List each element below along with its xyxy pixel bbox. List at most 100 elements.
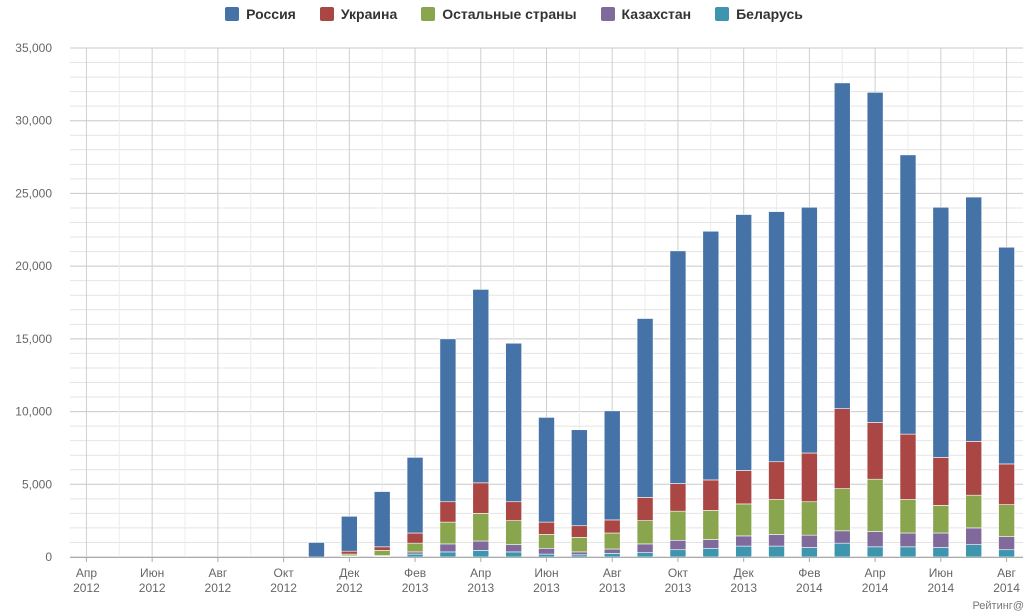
bar-segment-1[interactable] xyxy=(505,544,522,553)
bar-segment-2[interactable] xyxy=(965,494,983,529)
bar-segment-4[interactable] xyxy=(998,246,1015,465)
bar-segment-1[interactable] xyxy=(538,547,555,555)
bar-segment-4[interactable] xyxy=(373,491,391,548)
bar-segment-3[interactable] xyxy=(472,482,490,514)
bar-segment-1[interactable] xyxy=(735,535,752,547)
bar-segment-4[interactable] xyxy=(735,214,752,471)
bar-segment-2[interactable] xyxy=(636,520,654,545)
bar-segment-4[interactable] xyxy=(932,206,950,458)
bar-segment-1[interactable] xyxy=(636,543,654,553)
bar-segment-1[interactable] xyxy=(998,536,1015,551)
bar-segment-2[interactable] xyxy=(439,521,457,545)
bar-segment-0[interactable] xyxy=(702,547,720,558)
bar-segment-2[interactable] xyxy=(538,534,555,549)
bar-segment-3[interactable] xyxy=(505,501,522,521)
bar-segment-1[interactable] xyxy=(702,539,720,549)
bar-segment-0[interactable] xyxy=(833,542,851,558)
bar-segment-3[interactable] xyxy=(965,441,983,496)
bar-segment-3[interactable] xyxy=(406,532,424,544)
bar-segment-4[interactable] xyxy=(571,429,588,527)
bar-segment-0[interactable] xyxy=(538,553,555,558)
bar-segment-1[interactable] xyxy=(833,530,851,544)
bar-segment-3[interactable] xyxy=(669,483,687,512)
bar-segment-3[interactable] xyxy=(932,457,950,506)
legend-item-belarus[interactable]: Беларусь xyxy=(715,6,803,22)
bar-segment-2[interactable] xyxy=(998,504,1015,537)
bar-segment-4[interactable] xyxy=(308,542,325,558)
bar-segment-3[interactable] xyxy=(866,422,884,480)
bar-segment-4[interactable] xyxy=(406,457,424,534)
bar-segment-2[interactable] xyxy=(932,505,950,534)
bar-segment-4[interactable] xyxy=(472,289,490,484)
bar-segment-2[interactable] xyxy=(571,537,588,553)
bar-segment-0[interactable] xyxy=(505,551,522,558)
bar-segment-3[interactable] xyxy=(702,479,720,511)
bar-segment-4[interactable] xyxy=(669,250,687,484)
bar-segment-2[interactable] xyxy=(373,550,391,556)
bar-segment-1[interactable] xyxy=(932,532,950,548)
bar-segment-2[interactable] xyxy=(899,499,917,534)
bar-segment-0[interactable] xyxy=(998,549,1015,558)
bar-segment-4[interactable] xyxy=(833,82,851,409)
bar-segment-4[interactable] xyxy=(801,206,818,454)
bar-segment-3[interactable] xyxy=(998,463,1015,505)
bar-segment-1[interactable] xyxy=(965,527,983,545)
bar-segment-3[interactable] xyxy=(538,521,555,535)
bar-segment-4[interactable] xyxy=(702,230,720,481)
bar-segment-0[interactable] xyxy=(571,554,588,558)
bar-segment-2[interactable] xyxy=(505,520,522,545)
bar-segment-3[interactable] xyxy=(439,501,457,523)
bar-segment-3[interactable] xyxy=(373,546,391,551)
legend-item-other-countries[interactable]: Остальные страны xyxy=(421,6,577,22)
bar-segment-4[interactable] xyxy=(899,154,917,435)
bar-segment-3[interactable] xyxy=(636,497,654,521)
bar-segment-0[interactable] xyxy=(636,552,654,558)
bar-segment-1[interactable] xyxy=(571,551,588,556)
bar-segment-1[interactable] xyxy=(669,539,687,551)
bar-segment-3[interactable] xyxy=(833,408,851,489)
bar-segment-0[interactable] xyxy=(768,545,785,558)
bar-segment-1[interactable] xyxy=(406,551,424,555)
bar-segment-1[interactable] xyxy=(439,543,457,553)
bar-segment-0[interactable] xyxy=(965,544,983,558)
bar-segment-0[interactable] xyxy=(932,547,950,558)
bar-segment-3[interactable] xyxy=(735,470,752,505)
bar-segment-4[interactable] xyxy=(866,92,884,423)
bar-segment-2[interactable] xyxy=(768,499,785,535)
bar-segment-4[interactable] xyxy=(965,196,983,442)
bar-segment-3[interactable] xyxy=(603,519,621,534)
bar-segment-4[interactable] xyxy=(505,342,522,503)
bar-segment-0[interactable] xyxy=(669,549,687,558)
bar-segment-2[interactable] xyxy=(406,542,424,553)
bar-segment-0[interactable] xyxy=(406,553,424,558)
bar-segment-2[interactable] xyxy=(669,510,687,541)
bar-segment-0[interactable] xyxy=(603,553,621,558)
bar-segment-3[interactable] xyxy=(571,525,588,538)
bar-segment-0[interactable] xyxy=(866,546,884,558)
bar-segment-4[interactable] xyxy=(439,338,457,503)
bar-segment-0[interactable] xyxy=(735,545,752,558)
bar-segment-0[interactable] xyxy=(439,551,457,558)
bar-segment-2[interactable] xyxy=(702,510,720,540)
legend-item-russia[interactable]: Россия xyxy=(225,6,296,22)
bar-segment-2[interactable] xyxy=(472,513,490,542)
bar-segment-1[interactable] xyxy=(603,548,621,554)
bar-segment-2[interactable] xyxy=(801,501,818,536)
bar-segment-4[interactable] xyxy=(603,410,621,521)
bar-segment-3[interactable] xyxy=(899,433,917,500)
bar-segment-3[interactable] xyxy=(801,452,818,503)
bar-segment-4[interactable] xyxy=(538,417,555,523)
bar-segment-1[interactable] xyxy=(801,534,818,548)
bar-segment-0[interactable] xyxy=(801,547,818,558)
bar-segment-1[interactable] xyxy=(866,531,884,548)
bar-segment-1[interactable] xyxy=(472,540,490,551)
bar-segment-0[interactable] xyxy=(472,550,490,558)
bar-segment-4[interactable] xyxy=(636,318,654,498)
bar-segment-3[interactable] xyxy=(341,550,358,555)
bar-segment-2[interactable] xyxy=(735,503,752,537)
bar-segment-4[interactable] xyxy=(768,211,785,463)
bar-segment-3[interactable] xyxy=(768,461,785,500)
bar-segment-2[interactable] xyxy=(833,488,851,532)
bar-segment-2[interactable] xyxy=(866,478,884,532)
legend-item-kazakhstan[interactable]: Казахстан xyxy=(600,6,691,22)
